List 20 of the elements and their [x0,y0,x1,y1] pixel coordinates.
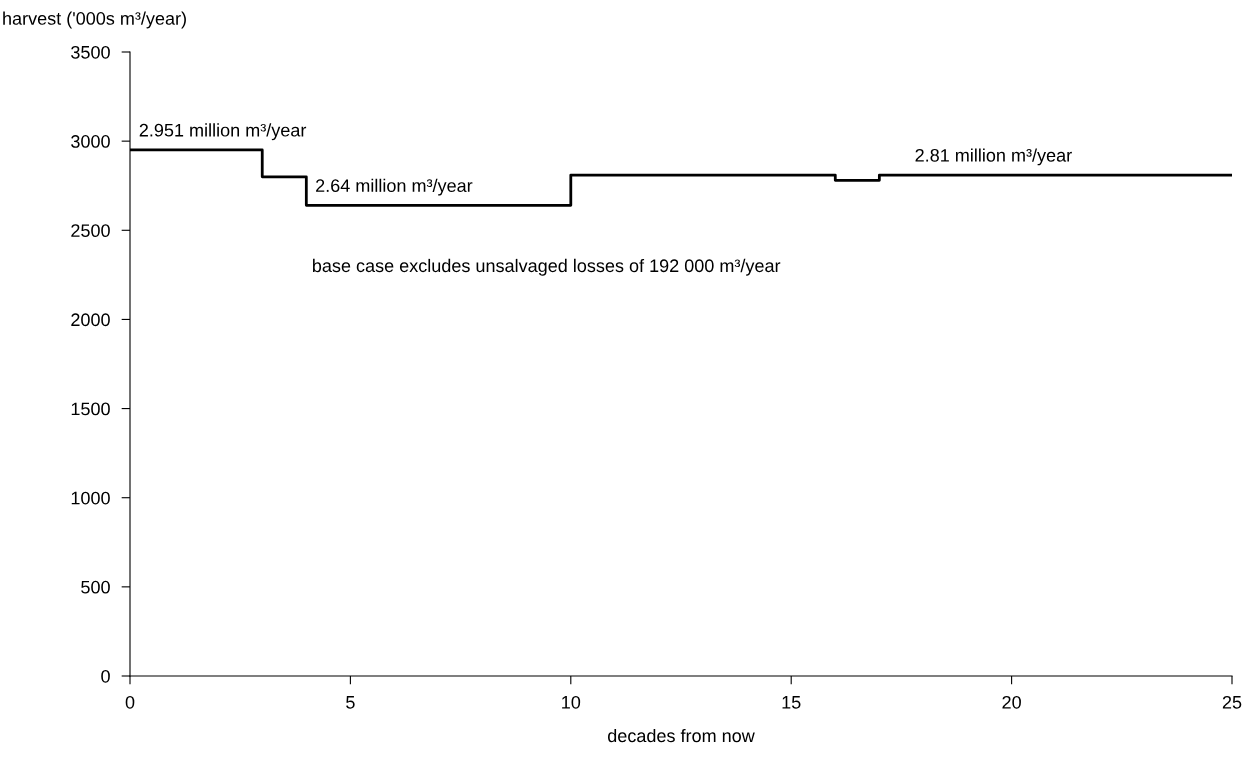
x-tick-label: 0 [125,695,135,709]
x-tick-label: 20 [1002,695,1021,709]
x-axis-title: decades from now [608,728,755,743]
annotation: 2.951 million m³/year [139,123,307,141]
y-tick-label: 1500 [71,402,110,416]
y-tick-label: 3000 [71,135,110,148]
x-tick-label: 25 [1222,695,1242,709]
y-axis-title: harvest ('000s m³/year) [3,11,186,29]
annotation: 2.64 million m³/year [316,178,473,196]
y-tick-label: 3500 [71,45,110,59]
y-tick-label: 2500 [71,224,110,238]
y-tick-label: 500 [81,580,110,594]
annotation: base case excludes unsalvaged losses of 192 000 m³/year [313,258,781,276]
x-tick-label: 10 [562,695,581,709]
y-tick-label: 2000 [71,313,110,327]
annotation: 2.81 million m³/year [915,148,1072,166]
x-tick-label: 5 [346,696,355,709]
x-tick-label: 15 [782,696,801,709]
y-tick-label: 0 [101,669,110,683]
y-tick-label: 1000 [71,491,110,505]
